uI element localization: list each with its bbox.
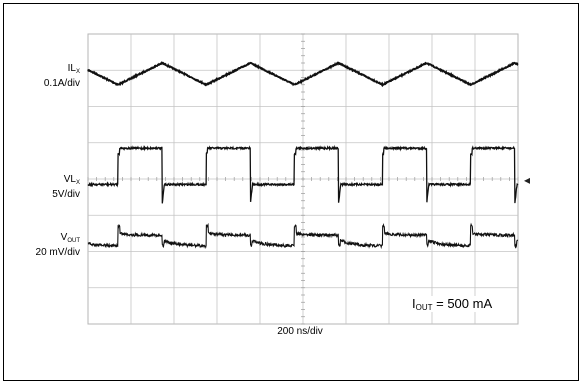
vl-series-name: VL [63,174,76,185]
series-line-vl [87,144,519,204]
vl-label: VLX 5V/div [10,174,80,201]
vout-series-name: V [60,232,68,243]
trigger-marker [524,177,530,184]
vout-series-sub: OUT [67,238,80,244]
iout-text: = 500 mA [432,296,493,311]
series-line-vout [87,222,519,250]
series-line-il [87,61,519,88]
vout-label: VOUT 20 mV/div [10,232,80,259]
il-label: ILX 0.1A/div [10,63,80,90]
vout-scale: 20 mV/div [35,247,80,258]
iout-prefix: I [412,296,416,311]
vl-series-sub: X [75,180,80,186]
vl-scale: 5V/div [52,189,80,200]
il-series-sub: X [75,69,80,75]
il-series-name: IL [67,63,76,74]
iout-annotation: IOUT = 500 mA [410,296,495,312]
il-scale: 0.1A/div [43,78,80,89]
iout-sub: OUT [415,303,433,312]
x-axis-label: 200 ns/div [277,326,323,337]
